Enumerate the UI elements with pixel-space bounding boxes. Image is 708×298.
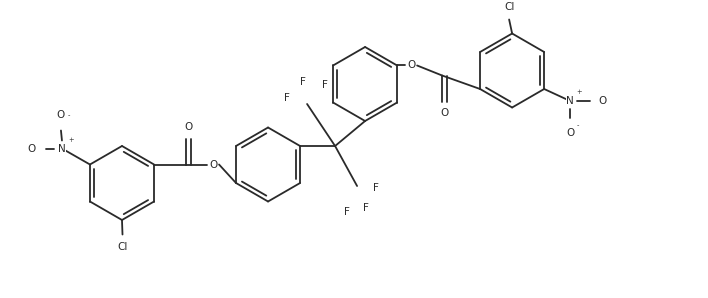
Text: O: O xyxy=(209,159,217,170)
Text: F: F xyxy=(300,77,306,87)
Text: O: O xyxy=(28,144,36,153)
Text: F: F xyxy=(284,93,290,103)
Text: N: N xyxy=(58,144,66,153)
Text: F: F xyxy=(363,203,369,213)
Text: Cl: Cl xyxy=(504,1,514,12)
Text: O: O xyxy=(440,108,448,119)
Text: Cl: Cl xyxy=(118,243,127,252)
Text: +: + xyxy=(577,89,582,95)
Text: -: - xyxy=(577,122,579,128)
Text: O: O xyxy=(184,122,192,131)
Text: F: F xyxy=(344,207,350,217)
Text: F: F xyxy=(373,183,379,193)
Text: F: F xyxy=(322,80,328,90)
Text: N: N xyxy=(566,96,574,106)
Text: -: - xyxy=(67,113,70,119)
Text: O: O xyxy=(566,128,574,138)
Text: O: O xyxy=(57,111,65,120)
Text: O: O xyxy=(407,60,416,71)
Text: +: + xyxy=(69,137,74,143)
Text: O: O xyxy=(598,96,607,106)
